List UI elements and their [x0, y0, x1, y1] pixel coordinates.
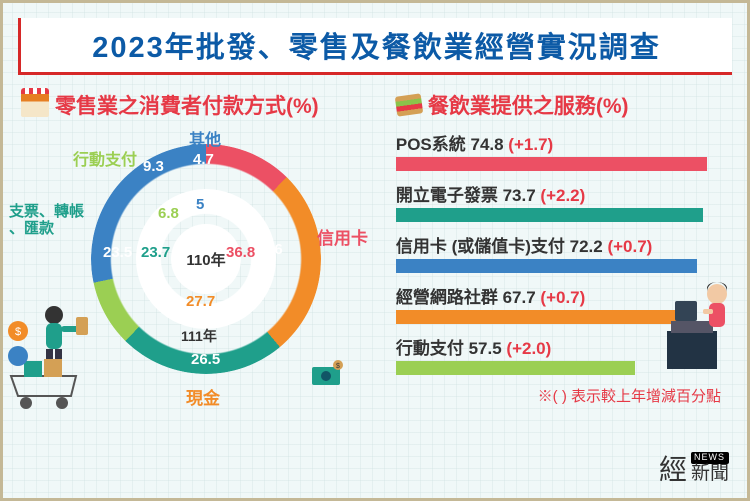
bar-track [396, 157, 729, 171]
outer-pct-cash: 26.5 [191, 351, 220, 368]
left-heading: 零售業之消費者付款方式(%) [55, 90, 319, 120]
bar-row: POS系統 74.8 (+1.7) [396, 130, 729, 171]
bar-fill [396, 310, 678, 324]
panel-retail-payment: 零售業之消費者付款方式(%) 110年 36 26.5 23.5 9.3 4.7… [21, 90, 386, 426]
footnote: ※( ) 表示較上年增減百分點 [396, 385, 729, 406]
shopper-illustration: $ [6, 301, 96, 411]
outer-pct-other: 4.7 [193, 151, 214, 168]
cat-check: 支票、轉帳 、匯款 [9, 204, 84, 237]
bar-label: POS系統 74.8 (+1.7) [396, 130, 729, 155]
panels: 零售業之消費者付款方式(%) 110年 36 26.5 23.5 9.3 4.7… [3, 85, 747, 426]
logo-jing: 經 [659, 448, 687, 488]
cat-credit: 信用卡 [317, 224, 368, 249]
inner-pct-other: 5 [196, 196, 204, 213]
svg-text:$: $ [336, 363, 340, 370]
inner-pct-mobile: 6.8 [158, 205, 179, 222]
inner-pct-credit: 36.8 [226, 244, 255, 261]
right-heading: 餐飲業提供之服務(%) [428, 90, 629, 120]
bar-label: 信用卡 (或儲值卡)支付 72.2 (+0.7) [396, 232, 729, 257]
donut-chart: 110年 36 26.5 23.5 9.3 4.7 36.8 27.7 23.7… [21, 126, 361, 426]
bar-fill [396, 208, 703, 222]
bar-track [396, 208, 729, 222]
bar-track [396, 259, 729, 273]
bar-fill [396, 361, 635, 375]
page-title: 2023年批發、零售及餐飲業經營實況調查 [33, 24, 720, 66]
inner-pct-check: 23.7 [141, 244, 170, 261]
outer-pct-check: 23.5 [103, 244, 132, 261]
panel-restaurant-services: 餐飲業提供之服務(%) POS系統 74.8 (+1.7) 開立電子發票 73.7… [386, 90, 729, 426]
outer-pct-credit: 36 [266, 241, 283, 258]
cash-icon: $ [310, 359, 346, 389]
sandwich-icon [395, 93, 424, 116]
cat-cash: 現金 [186, 384, 220, 409]
news-logo: 經 NEWS 新聞 [659, 448, 729, 488]
left-heading-row: 零售業之消費者付款方式(%) [21, 90, 386, 120]
cat-mobile: 行動支付 [73, 146, 137, 170]
title-banner: 2023年批發、零售及餐飲業經營實況調查 [18, 18, 732, 75]
cashier-illustration [665, 276, 737, 371]
svg-text:$: $ [15, 326, 21, 338]
bar-fill [396, 259, 697, 273]
bar-label: 開立電子發票 73.7 (+2.2) [396, 181, 729, 206]
bar-row: 信用卡 (或儲值卡)支付 72.2 (+0.7) [396, 232, 729, 273]
logo-xinwen: 新聞 [691, 464, 729, 484]
bar-fill [396, 157, 707, 171]
store-icon [21, 93, 49, 117]
inner-pct-cash: 27.7 [186, 293, 215, 310]
outer-pct-mobile: 9.3 [143, 158, 164, 175]
inner-year: 111年 [181, 326, 217, 346]
bar-row: 開立電子發票 73.7 (+2.2) [396, 181, 729, 222]
right-heading-row: 餐飲業提供之服務(%) [396, 90, 729, 120]
cat-other: 其他 [189, 126, 221, 150]
